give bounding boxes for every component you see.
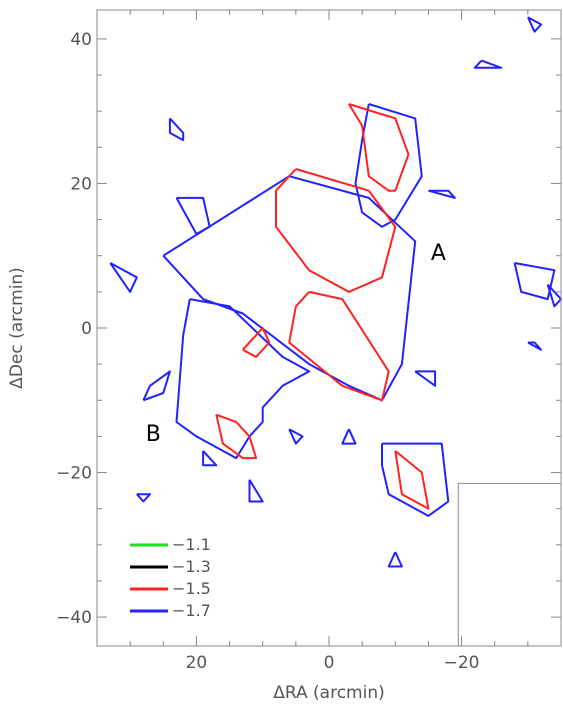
contour-line: [414, 370, 437, 387]
contour-line: [428, 189, 456, 199]
contour-line: [513, 262, 556, 301]
x-tick-label: −20: [444, 653, 480, 673]
x-tick-label: 0: [324, 653, 335, 673]
legend-label: −1.3: [172, 557, 211, 576]
y-axis-label: ΔDec (arcmin): [7, 267, 27, 389]
contour-line: [215, 413, 258, 460]
contour-line: [381, 442, 450, 517]
legend-label: −1.1: [172, 535, 211, 554]
y-tick-label: 0: [81, 319, 92, 339]
plot-frame: [96, 9, 562, 647]
contour-line: [242, 327, 271, 358]
contour-line: [109, 262, 138, 293]
annotation-label: B: [146, 422, 161, 447]
contour-line: [546, 283, 562, 308]
legend-label: −1.5: [172, 579, 211, 598]
y-tick-label: 40: [70, 30, 92, 50]
contour-line: [136, 493, 151, 503]
y-tick-label: 20: [70, 174, 92, 194]
contour-line: [175, 196, 211, 235]
contour-line: [168, 117, 185, 142]
contour-line: [394, 450, 430, 510]
contour-line: [202, 450, 218, 467]
y-tick-label: −40: [56, 608, 92, 628]
contour-line: [175, 298, 311, 460]
contour-line: [473, 59, 503, 69]
legend-label: −1.7: [172, 601, 211, 620]
contour-line: [142, 370, 171, 402]
x-tick-label: 20: [186, 653, 208, 673]
contour-line: [288, 428, 304, 445]
contour-line: [162, 175, 417, 402]
contour-line: [387, 551, 403, 568]
inset-box: [457, 482, 562, 647]
contour-lines: [109, 16, 562, 568]
legend: −1.1 −1.3 −1.5 −1.7: [130, 535, 211, 620]
y-axis-ticks: 40 20 0 −20 −40: [56, 30, 561, 628]
contour-line: [248, 479, 264, 503]
contour-line: [341, 428, 357, 445]
contour-line: [275, 168, 397, 293]
inset-rectangle: [457, 482, 562, 647]
annotations: AB: [146, 241, 446, 447]
annotation-label: A: [431, 241, 446, 266]
contour-line: [288, 290, 390, 402]
contour-line: [348, 103, 410, 192]
x-axis-ticks: 20 0 −20: [129, 10, 529, 673]
y-tick-label: −20: [56, 464, 92, 484]
contour-line: [354, 103, 423, 228]
x-axis-label: ΔRA (arcmin): [273, 683, 385, 703]
contour-line: [527, 341, 543, 351]
contour-line: [526, 16, 543, 33]
axes-frame: [96, 9, 562, 647]
